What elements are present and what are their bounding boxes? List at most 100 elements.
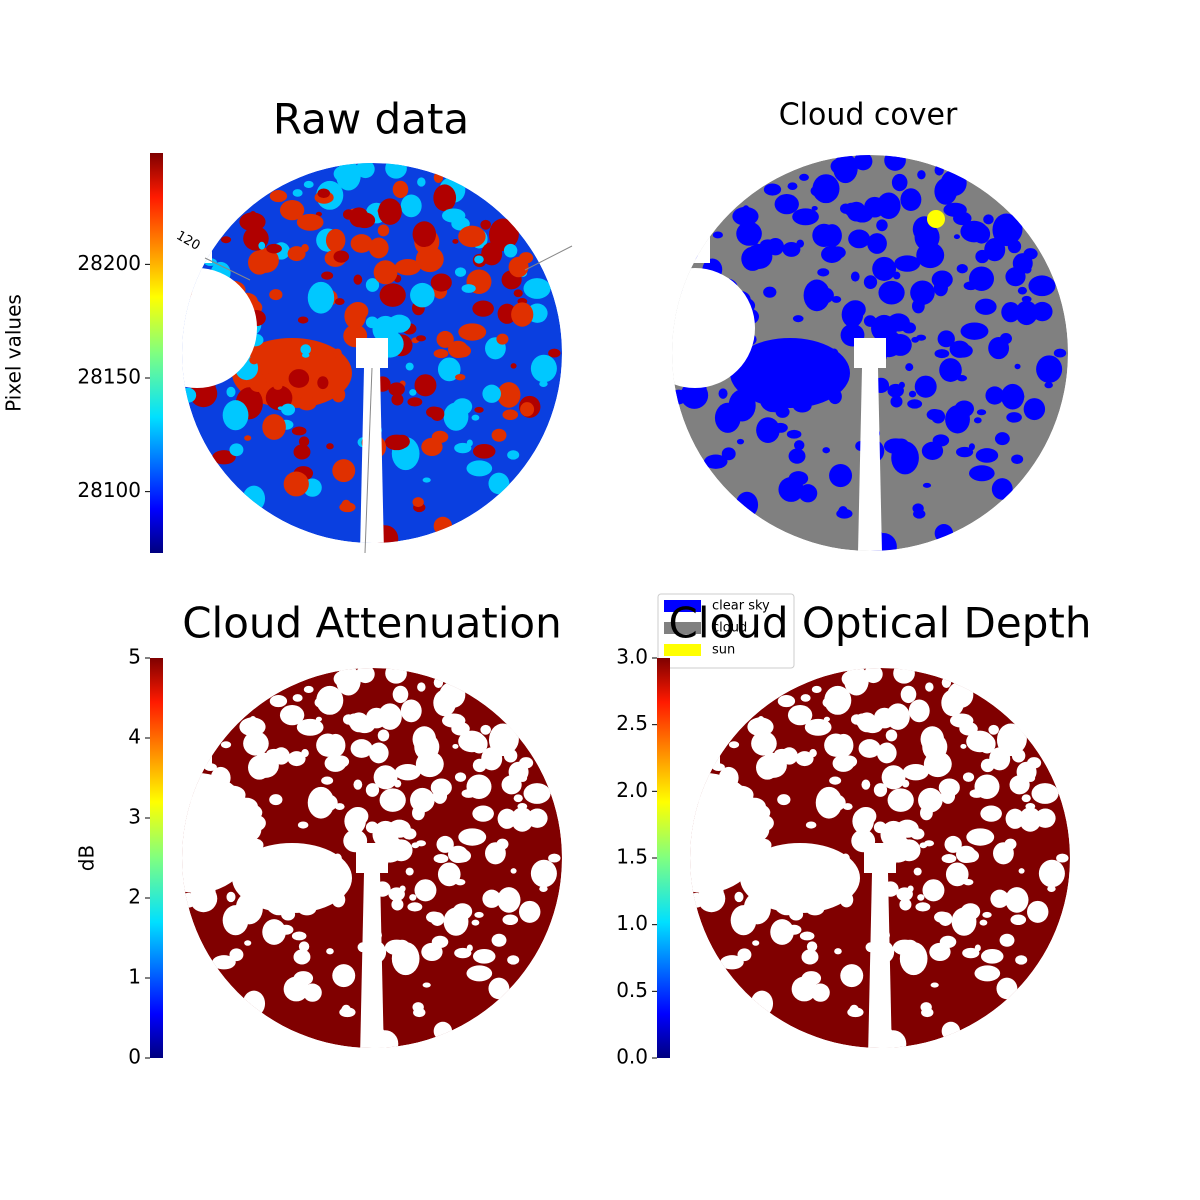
blob <box>482 889 501 908</box>
blob <box>292 189 303 197</box>
blob <box>300 849 312 860</box>
blob <box>902 763 929 781</box>
blob <box>466 460 493 477</box>
blob <box>1015 955 1028 965</box>
blob <box>481 242 503 266</box>
blob <box>277 406 284 410</box>
blob <box>296 718 324 736</box>
blob <box>182 387 197 403</box>
blob <box>982 911 992 918</box>
blob <box>829 464 853 488</box>
blob <box>999 333 1012 345</box>
blob <box>925 682 934 692</box>
tick-label: 0.0 <box>616 1045 648 1069</box>
blob <box>433 184 457 212</box>
blob <box>341 1004 352 1017</box>
blob <box>317 188 331 198</box>
blob <box>433 172 444 184</box>
blob <box>507 955 520 965</box>
blob <box>938 778 960 797</box>
blob <box>365 783 380 797</box>
blob <box>279 200 305 221</box>
blob <box>1006 412 1022 423</box>
blob <box>394 939 410 954</box>
blob <box>287 751 306 767</box>
blob <box>979 919 988 926</box>
blob <box>741 246 764 271</box>
colorbar <box>150 658 163 1058</box>
blob <box>249 355 259 365</box>
blob <box>1011 748 1026 763</box>
blob <box>804 718 832 736</box>
blob <box>415 246 444 273</box>
blob <box>344 808 366 834</box>
blob <box>801 949 819 965</box>
blob <box>325 228 346 252</box>
blob <box>984 238 1006 262</box>
blob <box>910 280 935 305</box>
blob <box>262 919 286 945</box>
blob <box>407 397 423 407</box>
blob <box>980 948 1004 964</box>
blob <box>783 370 805 389</box>
blob <box>229 443 244 457</box>
blob <box>548 853 561 863</box>
blob <box>833 733 854 757</box>
tick-label: 1.0 <box>616 911 648 935</box>
blob <box>471 919 480 926</box>
legend-label: sun <box>712 643 735 658</box>
blob <box>912 503 924 514</box>
blob <box>858 739 881 758</box>
blob <box>433 689 457 717</box>
blob <box>822 447 831 454</box>
blob <box>539 380 548 387</box>
blob <box>433 1021 453 1041</box>
blob <box>491 933 507 947</box>
blob <box>291 931 307 941</box>
blob <box>379 283 406 307</box>
blob <box>248 743 258 755</box>
blob <box>420 884 428 891</box>
legend-label: cloud <box>712 621 747 636</box>
blob <box>943 202 967 217</box>
blob <box>954 400 975 418</box>
blob <box>991 478 1013 500</box>
tick-label: 28200 <box>77 251 141 275</box>
blob <box>269 695 288 708</box>
blob <box>956 375 968 382</box>
blob <box>848 229 871 249</box>
blob <box>288 874 310 893</box>
blob <box>461 789 476 798</box>
blob <box>388 887 405 901</box>
blob <box>378 198 402 225</box>
blob <box>1004 838 1017 850</box>
blob <box>985 386 1005 405</box>
blob <box>876 192 901 219</box>
blob <box>902 939 918 954</box>
blob <box>718 388 728 399</box>
blob <box>301 857 310 863</box>
blob <box>949 340 970 358</box>
blob <box>741 374 760 394</box>
blob <box>548 348 561 358</box>
blob <box>1028 275 1056 297</box>
panel-title: Raw data <box>273 95 469 144</box>
blob <box>472 805 494 822</box>
sun-marker <box>927 210 945 228</box>
blob <box>992 213 1021 247</box>
blob <box>805 901 825 916</box>
blob <box>239 717 266 737</box>
blob <box>811 205 818 211</box>
blob <box>455 374 466 381</box>
blob <box>430 912 445 926</box>
blob <box>720 955 744 970</box>
blob <box>825 693 839 703</box>
blob <box>433 349 449 359</box>
blob <box>809 857 818 863</box>
blob <box>990 889 1009 908</box>
blob <box>353 274 363 285</box>
blob <box>791 976 817 1002</box>
colorbar <box>657 658 670 1058</box>
blob <box>760 239 776 250</box>
blob <box>344 303 366 329</box>
